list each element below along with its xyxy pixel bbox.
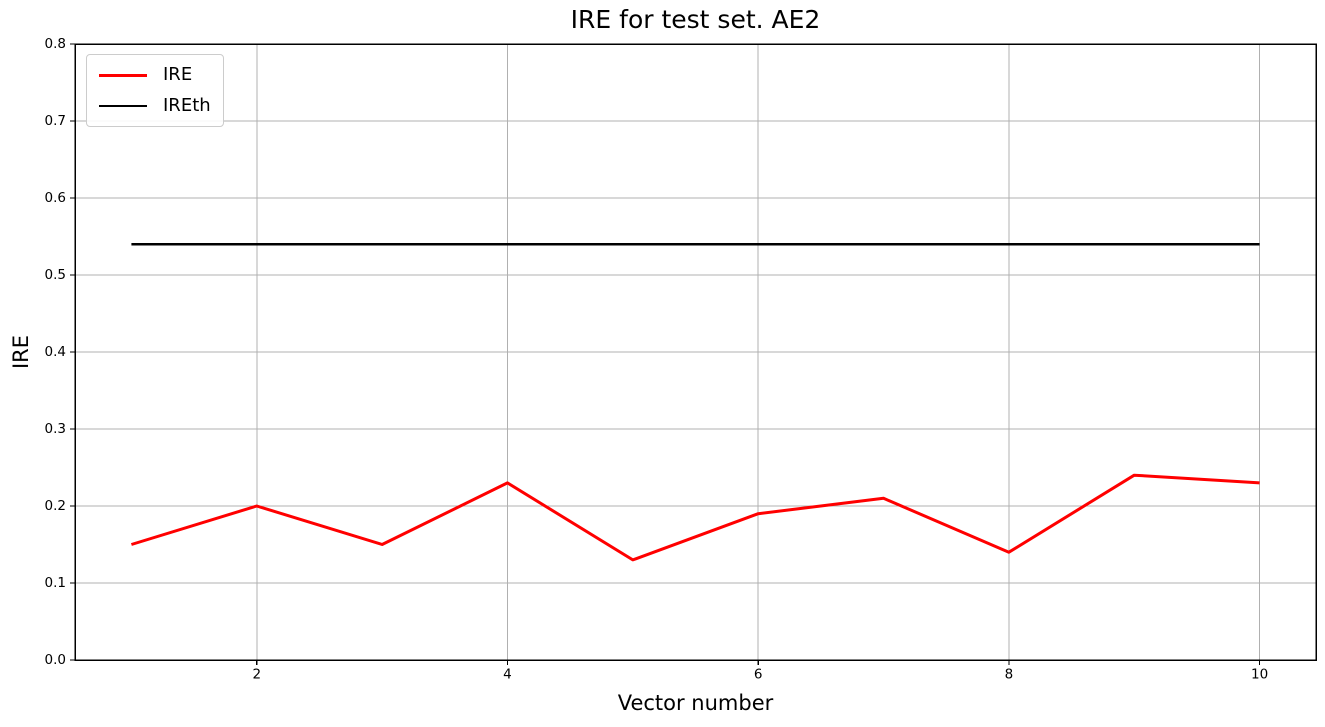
- y-axis-label: IRE: [9, 334, 33, 370]
- y-tick-label: 0.8: [45, 36, 66, 52]
- x-axis-label: Vector number: [617, 691, 774, 715]
- legend: IRE IREth: [86, 54, 224, 127]
- legend-item-ire: IRE: [99, 63, 211, 87]
- x-tick-label: 10: [1251, 667, 1268, 683]
- y-tick-label: 0.2: [45, 498, 66, 514]
- y-tick-label: 0.4: [45, 344, 66, 360]
- x-tick-label: 4: [503, 667, 512, 683]
- x-tick-label: 2: [252, 667, 261, 683]
- legend-label: IRE: [163, 64, 193, 85]
- x-tick-label: 6: [754, 667, 763, 683]
- legend-label: IREth: [163, 95, 211, 116]
- legend-line-sample: [99, 105, 147, 107]
- chart-title: IRE for test set. AE2: [570, 5, 821, 34]
- y-tick-label: 0.3: [45, 421, 66, 437]
- axes-border: [74, 43, 1317, 661]
- y-tick-label: 0.0: [45, 652, 66, 668]
- x-tick-label: 8: [1005, 667, 1014, 683]
- legend-item-ireth: IREth: [99, 94, 211, 118]
- y-tick-label: 0.1: [45, 575, 66, 591]
- legend-line-sample: [99, 73, 147, 77]
- y-tick-label: 0.5: [45, 267, 66, 283]
- y-tick-label: 0.7: [45, 113, 66, 129]
- y-tick-label: 0.6: [45, 190, 66, 206]
- series-line-ire: [130, 473, 1260, 562]
